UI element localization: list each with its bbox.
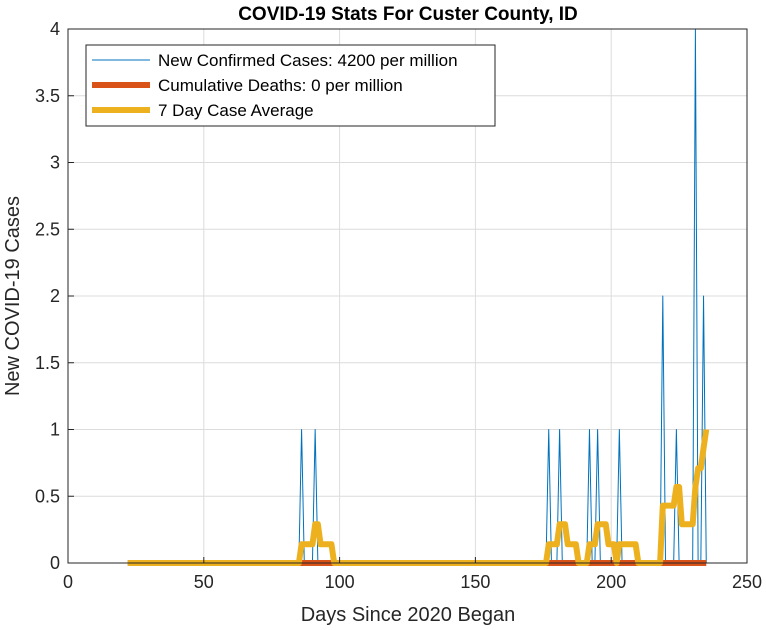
ticks: 0 50 100 150 200 250 0 0.5 1 1.5 2 2.5 3 3.5 4 [35, 19, 762, 592]
series-line-average [127, 429, 710, 566]
x-tick-label: 0 [63, 572, 73, 592]
legend: New Confirmed Cases: 4200 per million Cu… [85, 44, 496, 127]
x-tick-label: 200 [596, 572, 626, 592]
legend-box [85, 44, 496, 127]
y-tick-label: 1.5 [35, 353, 60, 373]
y-tick-label: 2.5 [35, 219, 60, 239]
y-tick-label: 4 [50, 19, 60, 39]
y-tick-label: 3.5 [35, 86, 60, 106]
x-tick-label: 150 [460, 572, 490, 592]
y-tick-label: 3 [50, 153, 60, 173]
y-tick-label: 0 [50, 553, 60, 573]
legend-label-new-cases: New Confirmed Cases: 4200 per million [158, 51, 458, 70]
legend-label-deaths: Cumulative Deaths: 0 per million [158, 76, 403, 95]
x-tick-label: 250 [732, 572, 762, 592]
y-tick-label: 0.5 [35, 486, 60, 506]
x-axis-label: Days Since 2020 Began [301, 604, 516, 626]
y-tick-label: 1 [50, 420, 60, 440]
y-axis-label: New COVID-19 Cases [2, 196, 24, 396]
x-tick-label: 50 [194, 572, 214, 592]
chart-title: COVID-19 Stats For Custer County, ID [238, 4, 578, 25]
legend-label-average: 7 Day Case Average [158, 101, 314, 120]
y-tick-label: 2 [50, 286, 60, 306]
x-tick-label: 100 [325, 572, 355, 592]
